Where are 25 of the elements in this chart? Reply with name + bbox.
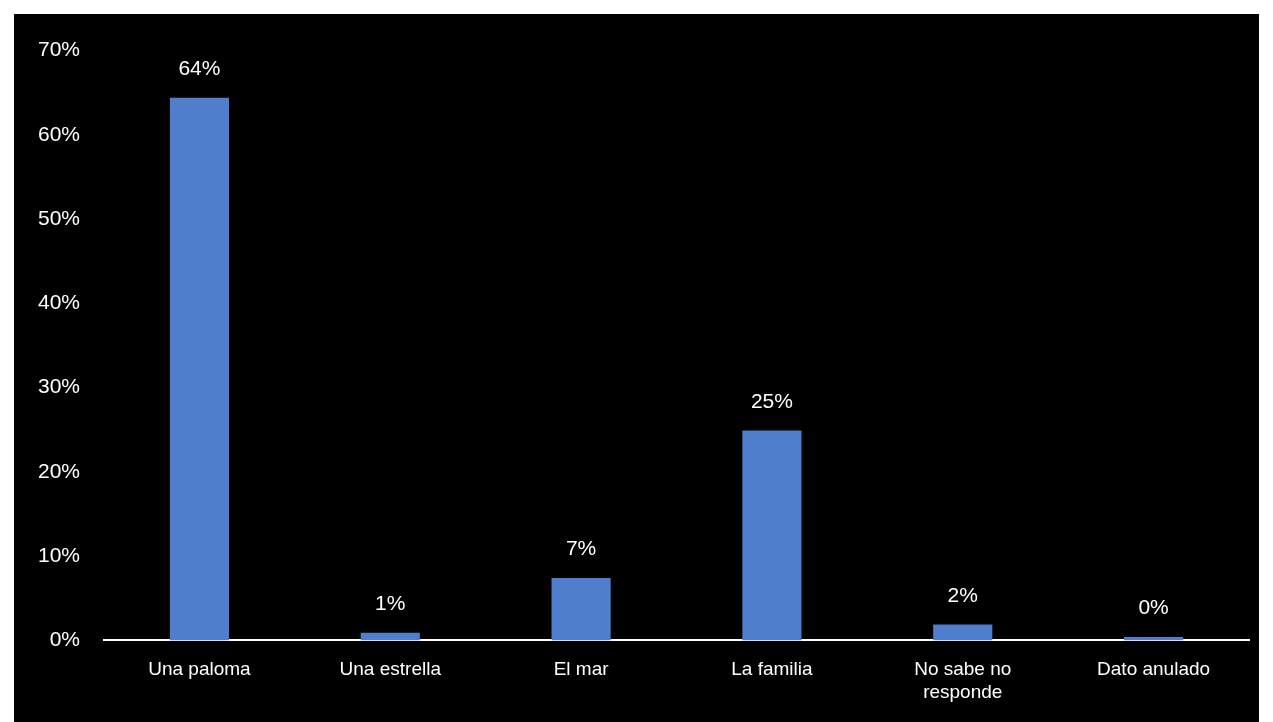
- x-tick-label: Dato anulado: [1097, 658, 1211, 680]
- x-tick-label: La familia: [731, 658, 814, 680]
- bar: [360, 632, 420, 641]
- bar: [551, 578, 611, 641]
- data-label: 2%: [947, 582, 978, 606]
- data-label: 64%: [178, 56, 221, 80]
- x-tick-label: No sabe no responde: [914, 658, 1012, 702]
- bar: [169, 97, 230, 641]
- x-tick-label: El mar: [553, 658, 610, 680]
- bar: [933, 624, 993, 641]
- x-tick-label: Una estrella: [339, 658, 442, 680]
- data-label: 25%: [750, 388, 793, 412]
- y-tick-label: 70%: [38, 37, 81, 61]
- data-label: 7%: [565, 536, 597, 560]
- y-tick-label: 50%: [38, 205, 81, 229]
- data-label: 0%: [1138, 595, 1169, 619]
- y-tick-label: 40%: [38, 290, 81, 314]
- y-tick-label: 30%: [38, 374, 81, 398]
- y-tick-label: 20%: [38, 458, 81, 482]
- y-tick-label: 60%: [38, 121, 81, 145]
- y-tick-label: 10%: [38, 542, 81, 566]
- x-tick-label: Una paloma: [148, 658, 252, 680]
- data-label: 1%: [375, 591, 406, 615]
- y-tick-label: 0%: [49, 627, 81, 651]
- bar: [742, 430, 802, 641]
